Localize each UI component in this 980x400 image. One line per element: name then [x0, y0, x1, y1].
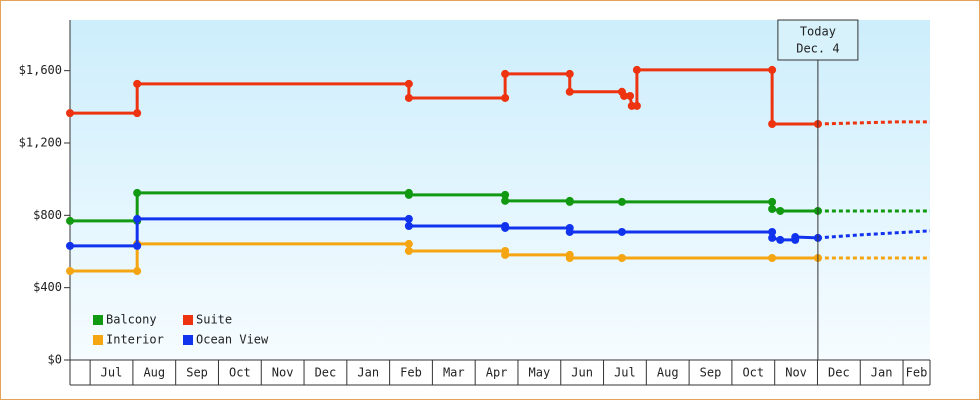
data-point: [133, 109, 142, 118]
x-tick-label: Apr: [486, 366, 508, 380]
data-point: [404, 214, 413, 223]
data-point: [404, 239, 413, 248]
data-point: [66, 241, 74, 250]
data-point: [133, 188, 142, 197]
data-point: [501, 223, 510, 232]
x-tick-label: Jul: [101, 366, 123, 380]
data-point: [565, 197, 574, 206]
data-point: [791, 233, 800, 242]
y-tick-label: $800: [33, 208, 62, 222]
data-point: [404, 93, 413, 102]
data-point: [501, 69, 510, 78]
x-tick-label: Dec: [828, 366, 850, 380]
x-tick-label: Nov: [785, 366, 807, 380]
data-point: [501, 93, 510, 102]
forecast-line: [817, 229, 931, 240]
legend-swatch: [93, 335, 103, 345]
data-point: [776, 235, 785, 244]
legend-label: Interior: [106, 333, 164, 347]
data-point: [565, 69, 574, 78]
y-tick-label: $0: [48, 353, 62, 367]
legend-swatch: [183, 335, 193, 345]
plot-background: [70, 20, 930, 360]
x-tick-label: Sep: [186, 366, 208, 380]
data-point: [768, 204, 777, 213]
data-point: [66, 267, 74, 276]
legend-label: Suite: [196, 313, 232, 327]
data-point: [565, 227, 574, 236]
x-tick-label: Nov: [272, 366, 294, 380]
y-tick-label: $400: [33, 280, 62, 294]
data-point: [133, 241, 142, 250]
data-point: [768, 119, 777, 128]
y-tick-label: $1,600: [19, 63, 62, 77]
data-point: [404, 79, 413, 88]
y-tick-label: $1,200: [19, 135, 62, 149]
legend-label: Ocean View: [196, 333, 269, 347]
series-line: [70, 68, 818, 126]
data-point: [133, 214, 142, 223]
data-point: [768, 254, 777, 262]
x-tick-label: Dec: [315, 366, 337, 380]
forecast-line: [817, 120, 930, 126]
today-label: Dec. 4: [796, 42, 839, 56]
data-point: [768, 197, 777, 206]
x-tick-label: Sep: [700, 366, 722, 380]
data-point: [404, 246, 413, 255]
data-point: [632, 65, 641, 74]
data-point: [404, 190, 413, 199]
data-point: [632, 101, 641, 110]
data-point: [501, 190, 510, 199]
data-point: [66, 109, 74, 118]
today-label: Today: [800, 25, 836, 39]
x-tick-label: Oct: [742, 366, 764, 380]
data-point: [501, 250, 510, 259]
data-point: [617, 227, 626, 236]
legend-swatch: [93, 315, 103, 325]
data-point: [768, 233, 777, 242]
data-point: [626, 91, 635, 100]
x-tick-label: Aug: [143, 366, 165, 380]
data-point: [768, 227, 777, 236]
data-point: [617, 197, 626, 206]
data-point: [620, 91, 629, 100]
legend-label: Balcony: [106, 313, 157, 327]
x-tick-label: May: [529, 366, 551, 380]
x-tick-label: Feb: [906, 366, 928, 380]
data-point: [404, 221, 413, 230]
data-point: [617, 254, 626, 262]
x-tick-label: Jul: [614, 366, 636, 380]
x-tick-label: Feb: [400, 366, 422, 380]
data-point: [133, 79, 142, 88]
data-point: [66, 216, 74, 225]
x-tick-label: Mar: [443, 366, 465, 380]
x-tick-label: Jan: [357, 366, 379, 380]
x-tick-label: Jun: [571, 366, 593, 380]
data-point: [776, 206, 785, 215]
data-point: [501, 196, 510, 205]
x-tick-label: Aug: [657, 366, 679, 380]
x-tick-label: Jan: [871, 366, 893, 380]
legend-swatch: [183, 315, 193, 325]
x-tick-label: Oct: [229, 366, 251, 380]
today-box: [777, 19, 859, 61]
data-point: [133, 267, 142, 276]
data-point: [768, 65, 777, 74]
data-point: [565, 254, 574, 262]
data-point: [565, 87, 574, 96]
